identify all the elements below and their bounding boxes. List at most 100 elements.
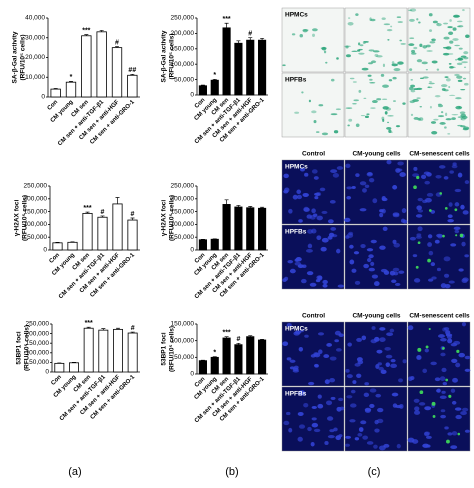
- nucleus: [455, 363, 460, 368]
- nucleus: [369, 268, 375, 272]
- nucleus: [414, 399, 420, 403]
- stain-spot: [397, 16, 401, 17]
- row-label: HPMCs: [285, 164, 308, 171]
- stain-spot: [322, 132, 328, 135]
- stain-spot: [443, 47, 449, 49]
- nucleus: [299, 347, 303, 352]
- stain-spot: [447, 26, 453, 28]
- y-tick-label: 50,000: [29, 359, 49, 366]
- stain-spot: [430, 41, 436, 43]
- stain-spot: [411, 114, 413, 116]
- stain-spot: [455, 106, 462, 110]
- nucleus: [346, 186, 352, 189]
- nucleus: [424, 181, 430, 185]
- stain-spot: [418, 22, 421, 24]
- panel-label: (b): [225, 466, 238, 478]
- bar: [199, 361, 206, 374]
- stain-spot: [441, 84, 447, 87]
- nucleus: [345, 164, 350, 168]
- significance-mark: #: [236, 336, 240, 343]
- stain-spot: [457, 21, 463, 23]
- stain-spot: [397, 61, 403, 64]
- nucleus: [455, 415, 461, 419]
- nucleus: [338, 434, 342, 437]
- stain-spot: [453, 15, 460, 17]
- nucleus: [439, 165, 446, 169]
- bar: [199, 240, 206, 250]
- nucleus: [427, 242, 432, 247]
- nucleus: [345, 369, 349, 373]
- nucleus: [438, 334, 445, 338]
- bar: [66, 82, 76, 97]
- nucleus: [346, 395, 352, 398]
- stain-spot: [449, 41, 453, 44]
- foci: [413, 185, 417, 189]
- nucleus: [421, 175, 426, 179]
- nucleus: [419, 402, 425, 406]
- nucleus: [369, 404, 374, 408]
- bar: [98, 217, 107, 250]
- stain-spot: [464, 67, 466, 68]
- foci: [439, 192, 442, 195]
- nucleus: [336, 407, 341, 412]
- nucleus: [442, 327, 447, 331]
- nucleus: [316, 216, 322, 221]
- significance-mark: *: [213, 350, 216, 357]
- nucleus: [349, 419, 355, 422]
- nucleus: [425, 198, 432, 203]
- nucleus: [455, 189, 462, 192]
- nucleus: [283, 174, 289, 178]
- foci: [429, 328, 431, 330]
- stain-spot: [427, 87, 432, 88]
- stain-spot: [350, 78, 355, 79]
- nucleus: [372, 275, 378, 279]
- nucleus: [312, 423, 318, 428]
- nucleus: [443, 382, 447, 385]
- bar: [235, 43, 242, 95]
- nucleus: [360, 208, 367, 211]
- stain-spot: [362, 68, 369, 71]
- foci: [433, 415, 436, 418]
- stain-spot: [301, 91, 303, 93]
- nucleus: [427, 193, 433, 197]
- stain-spot: [358, 42, 360, 45]
- stain-spot: [365, 116, 369, 118]
- nucleus: [287, 260, 293, 263]
- nucleus: [372, 326, 376, 330]
- nucleus: [401, 219, 405, 223]
- nucleus: [314, 193, 320, 196]
- nucleus: [399, 172, 405, 177]
- bar: [53, 243, 62, 250]
- nucleus: [318, 395, 322, 399]
- x-tick-label: Con: [47, 99, 60, 112]
- nucleus: [425, 349, 429, 353]
- nucleus: [349, 245, 354, 249]
- stain-spot: [292, 33, 295, 35]
- nucleus: [449, 280, 455, 283]
- stain-spot: [449, 19, 452, 22]
- stain-spot: [451, 117, 456, 120]
- nucleus: [408, 325, 414, 330]
- stain-spot: [388, 129, 391, 133]
- stain-spot: [344, 45, 351, 47]
- error-bar: [116, 198, 120, 204]
- nucleus: [397, 444, 401, 448]
- stain-spot: [419, 117, 424, 121]
- nucleus: [379, 337, 385, 342]
- stain-spot: [334, 130, 338, 133]
- nucleus: [371, 339, 378, 343]
- stain-spot: [387, 29, 393, 31]
- nucleus: [347, 374, 353, 378]
- nucleus: [318, 332, 324, 335]
- nucleus: [364, 382, 369, 385]
- stain-spot: [431, 131, 437, 134]
- nucleus: [437, 268, 441, 271]
- nucleus: [290, 366, 295, 369]
- stain-spot: [382, 84, 389, 87]
- nucleus: [465, 356, 471, 359]
- significance-mark: #: [115, 39, 119, 46]
- nucleus: [395, 283, 400, 286]
- nucleus: [435, 240, 440, 244]
- nucleus: [336, 348, 342, 352]
